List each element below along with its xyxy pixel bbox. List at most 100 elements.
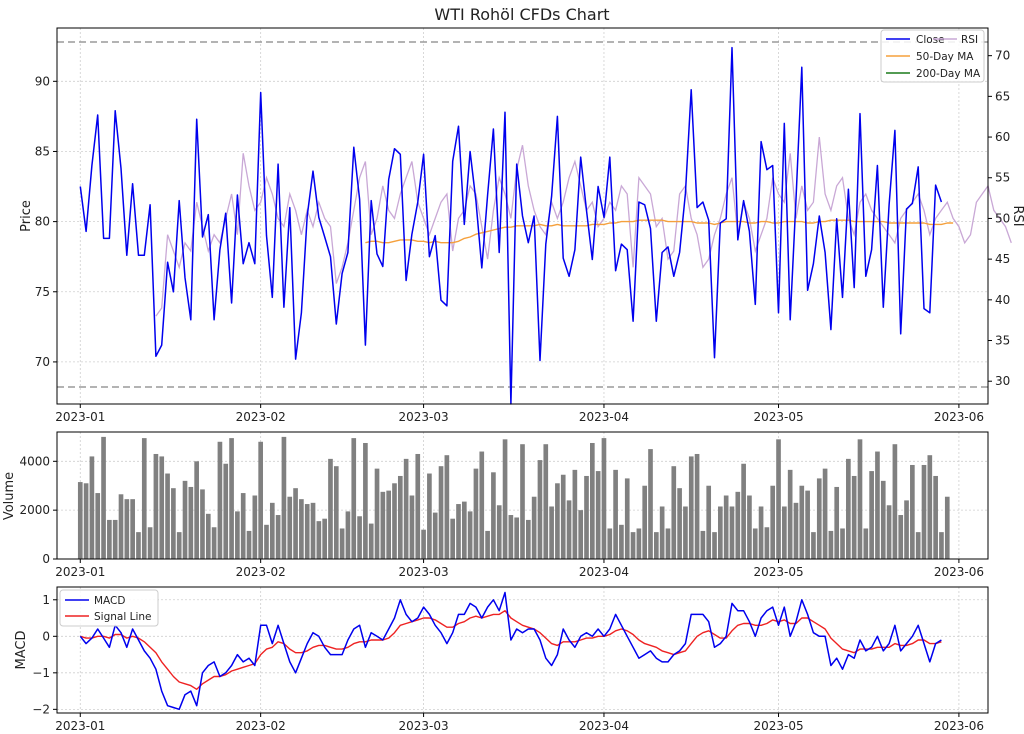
volume-bar xyxy=(275,515,281,559)
volume-bar xyxy=(293,488,298,559)
y2-tick-label: 60 xyxy=(995,130,1010,144)
macd-plot-frame xyxy=(56,586,989,714)
x-tick-label: 2023-05 xyxy=(753,565,803,579)
volume-bar xyxy=(886,505,892,559)
volume-bar xyxy=(782,506,787,559)
x-tick-label: 2023-05 xyxy=(753,410,803,424)
y-tick-label: 75 xyxy=(35,285,50,299)
volume-bar xyxy=(787,469,793,559)
volume-bar xyxy=(363,442,368,559)
volume-bar xyxy=(729,506,735,559)
volume-bar xyxy=(235,511,240,560)
volume-bar xyxy=(898,515,904,559)
volume-bar xyxy=(688,456,694,559)
volume-bar xyxy=(258,441,263,559)
volume-bar xyxy=(101,436,106,559)
volume-bar xyxy=(910,464,915,559)
volume-bar xyxy=(223,463,229,559)
volume-bar xyxy=(694,453,700,559)
y-tick-label: −2 xyxy=(32,702,50,716)
x-tick-label: 2023-06 xyxy=(934,565,984,579)
volume-bar xyxy=(357,516,362,559)
panel-macd: 2023-01 2023-02 2023-03 2023-04 2023-05 2023-… xyxy=(14,586,989,733)
series-line-rsi xyxy=(155,137,1012,317)
series-line-signal-line xyxy=(80,610,942,690)
volume-bar xyxy=(578,510,584,559)
volume-bar xyxy=(153,453,159,559)
volume-bar xyxy=(176,532,182,559)
volume-bar xyxy=(811,532,816,559)
volume-bar xyxy=(601,438,607,559)
volume-bar xyxy=(124,499,130,559)
volume-bar xyxy=(456,504,461,559)
y-tick-label: 0 xyxy=(42,552,50,566)
volume-bar xyxy=(171,488,176,559)
volume-bar xyxy=(776,439,781,559)
volume-bar xyxy=(584,475,589,559)
volume-bar xyxy=(200,489,205,559)
volume-bars-group xyxy=(77,436,950,560)
volume-bar xyxy=(112,519,118,559)
x-tick-label: 2023-03 xyxy=(399,565,449,579)
volume-bar xyxy=(264,524,269,559)
volume-bar xyxy=(630,532,636,559)
volume-y-axis-label: Volume xyxy=(2,472,17,520)
volume-bar xyxy=(921,464,927,559)
y2-tick-label: 45 xyxy=(995,252,1010,266)
series-line-macd xyxy=(79,591,942,711)
y2-tick-label: 70 xyxy=(995,49,1010,63)
volume-bar xyxy=(665,528,671,559)
volume-bar xyxy=(904,500,909,559)
volume-bar xyxy=(299,499,304,559)
volume-bar xyxy=(671,466,677,559)
volume-bar xyxy=(636,528,642,559)
volume-bar xyxy=(491,472,496,559)
y-tick-label: 90 xyxy=(35,74,50,88)
volume-bar xyxy=(269,502,275,559)
volume-bar xyxy=(217,441,223,559)
volume-bar xyxy=(572,469,578,559)
volume-bar xyxy=(188,486,194,559)
volume-bar xyxy=(834,486,840,559)
legend-label-ma50: 50-Day MA xyxy=(916,51,974,63)
volume-bar xyxy=(392,483,397,559)
volume-bar xyxy=(351,438,357,559)
x-tick-label: 2023-06 xyxy=(934,719,984,733)
volume-bar xyxy=(846,458,851,559)
volume-bar xyxy=(333,466,339,559)
volume-bar xyxy=(421,529,426,559)
volume-bar xyxy=(496,505,502,559)
y-tick-label: 0 xyxy=(42,629,50,643)
volume-bar xyxy=(892,444,898,559)
volume-bar xyxy=(619,524,624,559)
volume-bar xyxy=(374,468,380,559)
y-tick-label: 2000 xyxy=(19,503,50,517)
volume-bar xyxy=(677,488,682,559)
volume-bar xyxy=(415,453,421,559)
volume-bar xyxy=(537,460,543,559)
volume-bar xyxy=(136,532,141,559)
volume-bar xyxy=(246,530,252,559)
x-tick-label: 2023-02 xyxy=(236,719,286,733)
volume-bar xyxy=(118,494,124,559)
volume-bar xyxy=(840,528,845,559)
volume-bar xyxy=(83,483,89,559)
y-tick-label: 70 xyxy=(35,355,50,369)
volume-bar xyxy=(741,463,746,559)
volume-bar xyxy=(159,456,165,559)
y2-tick-label: 30 xyxy=(995,374,1010,388)
volume-bar xyxy=(880,480,886,559)
volume-bar xyxy=(607,528,613,559)
volume-bar xyxy=(508,515,514,559)
volume-bar xyxy=(107,519,112,559)
x-tick-label: 2023-02 xyxy=(236,565,286,579)
volume-bar xyxy=(229,438,234,559)
volume-bar xyxy=(194,461,199,559)
volume-bar xyxy=(141,438,147,559)
legend-label-ma200: 200-Day MA xyxy=(916,68,981,80)
volume-bar xyxy=(205,513,211,559)
y2-tick-label: 35 xyxy=(995,334,1010,348)
volume-x-ticks: 2023-01 2023-02 2023-03 2023-04 2023-05 2023-… xyxy=(55,559,984,579)
legend-label-macd: MACD xyxy=(94,595,125,607)
